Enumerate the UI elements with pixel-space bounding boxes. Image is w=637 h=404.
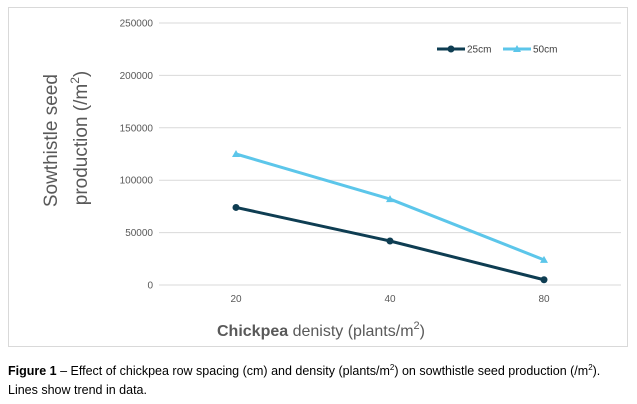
y-axis-label-line1: Sowthistle seed xyxy=(41,74,62,207)
x-tick-label: 20 xyxy=(230,294,242,305)
data-point-25cm xyxy=(386,237,394,245)
legend-label-25cm: 25cm xyxy=(467,45,491,56)
data-point-25cm xyxy=(232,203,240,211)
legend-label-50cm: 50cm xyxy=(533,45,557,56)
y-tick-label: 0 xyxy=(147,281,153,292)
caption-text-2: ) on sowthistle seed production (/m xyxy=(394,364,589,379)
y-axis-label-line2: production (/m2) xyxy=(68,71,92,205)
y-axis-label-sup: 2 xyxy=(68,77,82,84)
caption-text-3: ). Lines show trend in data. xyxy=(8,364,601,398)
y-axis-ticks: 0 50000 100000 150000 200000 250000 xyxy=(120,19,154,292)
x-tick-label: 80 xyxy=(538,294,550,305)
caption-sup-1: 2 xyxy=(389,363,395,372)
y-axis-label-close: ) xyxy=(71,71,92,77)
legend-marker-25cm xyxy=(447,45,455,53)
x-axis-label-bold: Chickpea xyxy=(217,323,288,340)
x-axis-label-close: ) xyxy=(420,323,425,340)
data-point-50cm xyxy=(540,255,548,263)
caption-text-1: – Effect of chickpea row spacing (cm) an… xyxy=(56,364,390,379)
gridlines xyxy=(159,22,621,286)
x-axis-label: Chickpea denisty (plants/m2) xyxy=(217,320,425,340)
x-tick-label: 40 xyxy=(384,294,396,305)
y-tick-label: 250000 xyxy=(120,19,154,30)
legend-marker-50cm xyxy=(513,45,521,52)
chart-frame: 0 50000 100000 150000 200000 250000 20 40 80 25… xyxy=(8,7,628,347)
y-tick-label: 50000 xyxy=(125,228,153,239)
y-axis-label: Sowthistle seed production (/m2) xyxy=(41,69,92,207)
y-tick-label: 100000 xyxy=(120,176,154,187)
series-layer xyxy=(232,150,548,284)
figure-label: Figure 1 xyxy=(8,364,57,379)
x-axis-ticks: 20 40 80 xyxy=(230,294,550,305)
y-tick-label: 150000 xyxy=(120,123,154,134)
data-point-25cm xyxy=(540,276,548,284)
legend: 25cm 50cm xyxy=(437,45,557,56)
x-axis-label-sup: 2 xyxy=(414,320,420,332)
x-axis-label-text: denisty (plants/m xyxy=(288,323,413,340)
y-axis-label-text: production (/m xyxy=(71,84,92,205)
data-point-50cm xyxy=(232,150,240,157)
figure-caption: Figure 1 – Effect of chickpea row spacin… xyxy=(8,358,628,400)
y-tick-label: 200000 xyxy=(120,71,154,82)
data-point-50cm xyxy=(386,195,394,203)
caption-sup-2: 2 xyxy=(588,363,593,372)
